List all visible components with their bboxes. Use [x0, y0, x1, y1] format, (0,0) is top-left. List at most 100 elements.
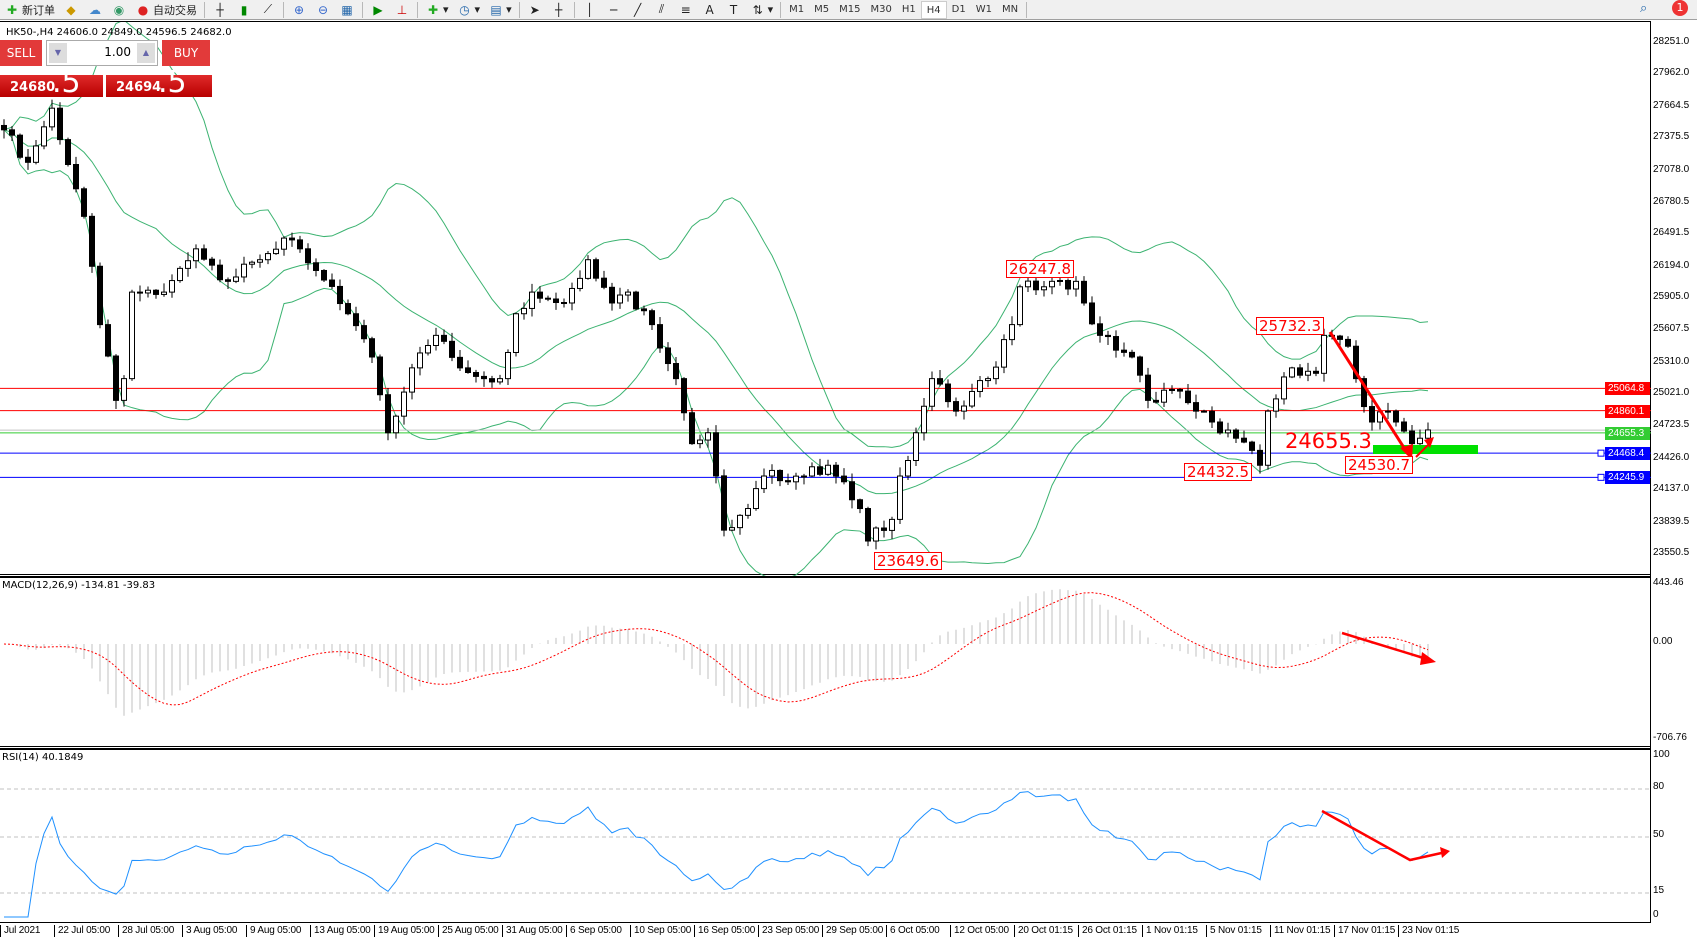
price-label-current[interactable]: 24655.3: [1285, 429, 1372, 453]
text-label-button[interactable]: T: [722, 1, 746, 19]
timeframe-h1[interactable]: H1: [901, 3, 916, 15]
chart-shift-button[interactable]: ⊥: [390, 1, 414, 19]
search-icon[interactable]: ⌕: [1640, 1, 1648, 16]
rsi-trend-arrow: [1321, 809, 1447, 862]
bearish-candle: [1065, 279, 1071, 290]
bearish-candle: [881, 527, 887, 531]
price-chart[interactable]: [0, 22, 1651, 576]
bullish-candle: [585, 259, 591, 279]
text-button[interactable]: A: [698, 1, 722, 19]
templates-button[interactable]: ▤ ▾: [484, 1, 516, 19]
bullish-candle: [121, 378, 127, 401]
market-watch-button[interactable]: ◆: [59, 1, 83, 19]
auto-scroll-button[interactable]: ▶: [366, 1, 390, 19]
downtrend-arrow: [1328, 331, 1410, 455]
timeframe-w1[interactable]: W1: [975, 3, 992, 15]
bearish-candle: [1257, 449, 1263, 466]
timeframe-m5[interactable]: M5: [814, 3, 830, 15]
bearish-candle: [481, 375, 487, 380]
bullish-candle: [897, 475, 903, 520]
timeframe-m30[interactable]: M30: [870, 3, 892, 15]
price-label-high[interactable]: 26247.8: [1006, 260, 1075, 278]
separator: [283, 1, 284, 18]
buy-button[interactable]: BUY: [162, 40, 210, 66]
buy-price-button[interactable]: 24694.5: [106, 65, 212, 100]
horizontal-line-button[interactable]: ─: [602, 1, 626, 19]
timeframe-d1[interactable]: D1: [951, 3, 966, 15]
signals-button[interactable]: ◉: [107, 1, 131, 19]
bullish-candle: [193, 248, 199, 262]
bearish-candle: [841, 475, 847, 483]
line-chart-button[interactable]: ⟋: [256, 1, 280, 19]
crosshair-icon: ┼: [554, 2, 563, 17]
lot-size-input[interactable]: 1.00: [104, 45, 131, 59]
cursor-button[interactable]: ➤: [523, 1, 547, 19]
price-label-swing-low[interactable]: 24432.5: [1184, 463, 1253, 481]
bearish-candle: [441, 334, 447, 342]
price-label-swing-high[interactable]: 25732.3: [1256, 317, 1325, 335]
bullish-candle: [417, 352, 423, 369]
bearish-candle: [457, 356, 463, 369]
price-label-recent-low[interactable]: 24530.7: [1345, 456, 1414, 474]
zoom-out-button[interactable]: ⊖: [311, 1, 335, 19]
time-axis-label: 29 Sep 05:00: [822, 925, 883, 937]
fibonacci-button[interactable]: ≡: [674, 1, 698, 19]
bearish-candle: [113, 355, 119, 401]
sell-button[interactable]: SELL: [0, 40, 42, 66]
vertical-line-button[interactable]: │: [578, 1, 602, 19]
timeframe-m1[interactable]: M1: [789, 3, 805, 15]
candlestick-button[interactable]: ▮: [232, 1, 256, 19]
notifications-badge[interactable]: 1: [1672, 0, 1688, 16]
bearish-candle: [1177, 389, 1183, 392]
macd-axis-label: 443.46: [1653, 577, 1684, 588]
decrease-lot-button[interactable]: ▼: [49, 43, 67, 63]
bullish-candle: [1049, 280, 1055, 288]
bearish-candle: [89, 215, 95, 267]
trendline-button[interactable]: ╱: [626, 1, 650, 19]
auto-scroll-icon: ▶: [373, 2, 383, 17]
lot-size-stepper[interactable]: ▼ 1.00 ▲: [46, 40, 158, 66]
periods-button[interactable]: ◷ ▾: [453, 1, 485, 19]
zoom-in-button[interactable]: ⊕: [287, 1, 311, 19]
macd-panel[interactable]: [0, 576, 1651, 747]
crosshair-button[interactable]: ┼: [547, 1, 571, 19]
main-chart-panel[interactable]: [0, 21, 1651, 576]
equidistant-channel-button[interactable]: ⫽: [650, 1, 674, 19]
bearish-candle: [289, 237, 295, 241]
bearish-candle: [297, 239, 303, 250]
chart-window[interactable]: [0, 21, 1651, 923]
arrows-icon: ⇅: [752, 2, 763, 17]
arrows-button[interactable]: ⇅ ▾: [746, 1, 778, 19]
timeframe-m15[interactable]: M15: [839, 3, 861, 15]
bearish-candle: [601, 277, 607, 288]
indicators-button[interactable]: ✚ ▾: [421, 1, 453, 19]
price-label-low[interactable]: 23649.6: [874, 552, 943, 570]
timeframe-h4[interactable]: H4: [920, 0, 947, 19]
increase-lot-button[interactable]: ▲: [137, 43, 155, 63]
time-axis-label: 6 Sep 05:00: [566, 925, 622, 937]
rsi-axis-label: 50: [1653, 829, 1665, 840]
new-order-button[interactable]: ✚ 新订单: [0, 1, 59, 19]
rsi-panel[interactable]: [0, 748, 1651, 923]
bullish-candle: [617, 294, 623, 304]
timeframe-mn[interactable]: MN: [1001, 3, 1019, 15]
bullish-candle: [577, 277, 583, 289]
macd-axis-label: -706.76: [1653, 732, 1687, 743]
sell-price-button[interactable]: 24680.5: [0, 65, 103, 100]
bullish-candle: [1057, 279, 1063, 282]
price-axis-label: 25021.0: [1653, 387, 1690, 399]
navigator-button[interactable]: ☁: [83, 1, 107, 19]
bearish-candle: [609, 286, 615, 304]
tile-windows-button[interactable]: ▦: [335, 1, 359, 19]
horizontal-line-icon: ─: [609, 2, 618, 17]
auto-trading-button[interactable]: ● 自动交易: [131, 1, 201, 19]
level-tag: 24655.3: [1605, 426, 1650, 440]
bearish-candle: [673, 363, 679, 380]
bar-chart-button[interactable]: ┼: [208, 1, 232, 19]
bearish-candle: [1153, 399, 1159, 403]
price-axis-label: 24137.0: [1653, 483, 1690, 495]
bearish-candle: [833, 464, 839, 477]
time-axis-label: 28 Jul 05:00: [118, 925, 174, 937]
bearish-candle: [1297, 367, 1303, 376]
macd-label: MACD(12,26,9) -134.81 -39.83: [2, 580, 156, 591]
